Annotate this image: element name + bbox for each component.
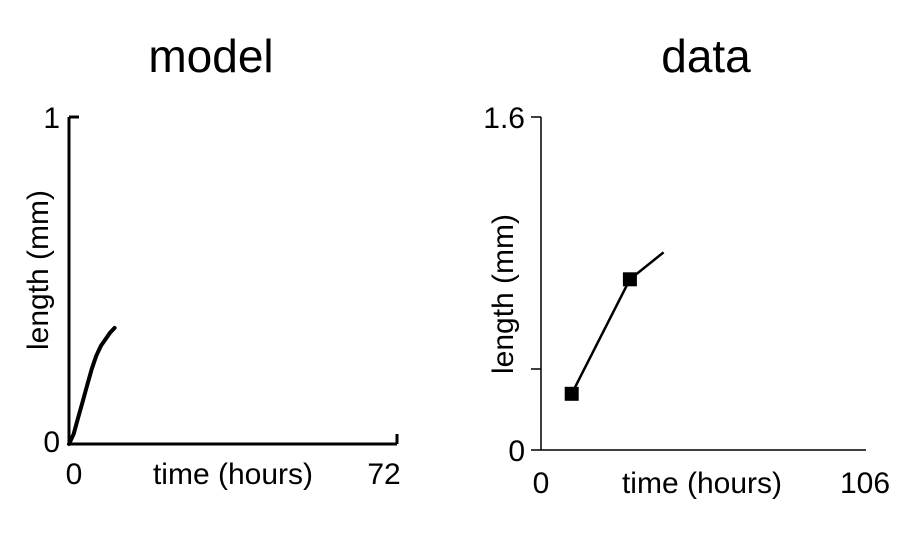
model-y-tick-min: 0 — [43, 426, 60, 459]
data-series-line — [570, 251, 665, 395]
data-title: data — [661, 30, 751, 82]
model-x-tick-max: 72 — [367, 458, 400, 491]
data-markers — [564, 272, 637, 401]
data-y-tick-min: 0 — [508, 435, 525, 468]
data-x-tick-max: 106 — [840, 467, 890, 500]
model-x-axis-label: time (hours) — [153, 458, 313, 491]
data-y-tick-max: 1.6 — [483, 102, 525, 135]
data-panel: data 1.6 0 0 106 time (hours) length (mm… — [483, 30, 890, 500]
data-point-marker — [564, 386, 579, 401]
model-series-line — [67, 325, 117, 446]
data-x-axis-label: time (hours) — [622, 467, 782, 500]
model-panel: model 1 0 0 72 time (hours) length (mm) — [22, 30, 401, 491]
data-y-axis-label: length (mm) — [487, 214, 520, 374]
model-x-tick-min: 0 — [66, 458, 83, 491]
data-x-tick-min: 0 — [533, 467, 550, 500]
data-point-marker — [622, 272, 637, 287]
model-y-tick-max: 1 — [43, 102, 60, 135]
model-title: model — [148, 30, 273, 82]
model-y-axis-label: length (mm) — [22, 190, 55, 350]
